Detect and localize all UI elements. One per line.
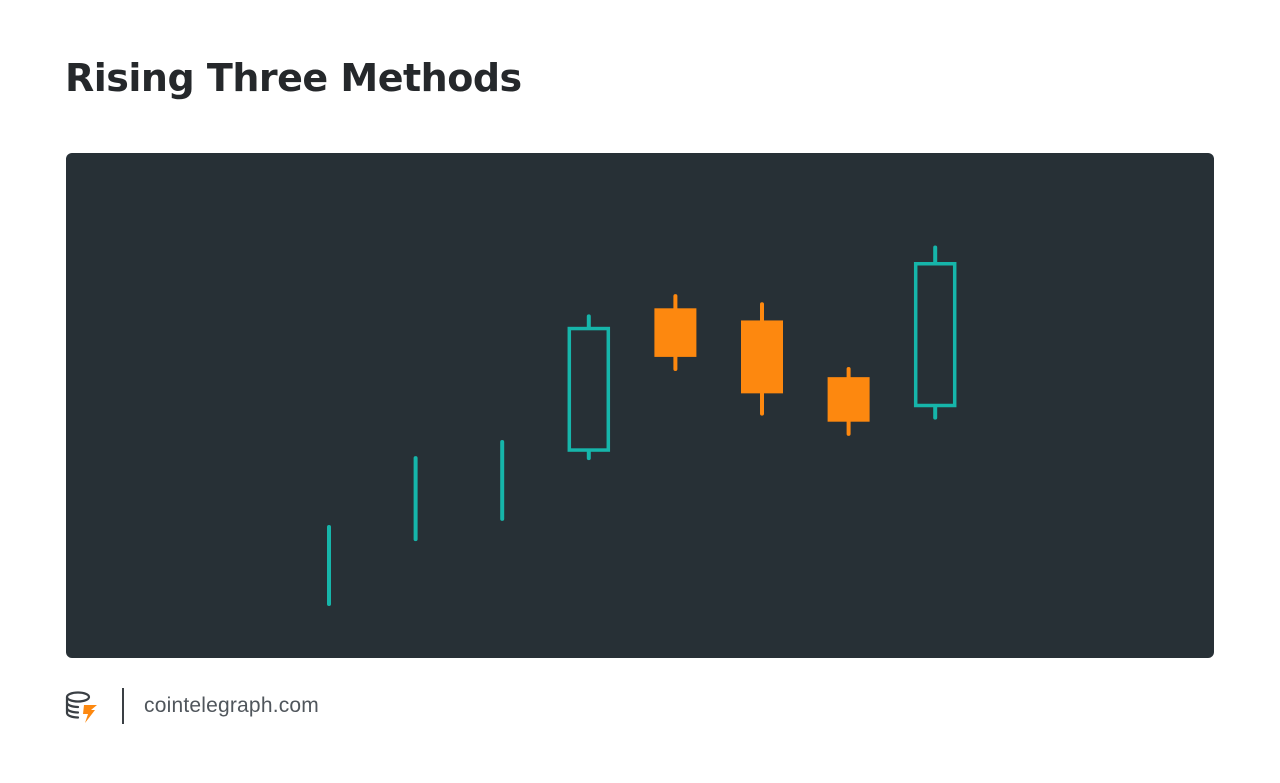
page-title: Rising Three Methods: [65, 56, 522, 100]
footer: cointelegraph.com: [62, 686, 319, 726]
chart-panel: [66, 153, 1214, 658]
candle-body: [567, 326, 611, 452]
candle-5: [654, 294, 697, 372]
candle-body: [654, 308, 697, 357]
candles-layer: [327, 245, 957, 606]
candle-body: [913, 262, 957, 408]
candle-8: [913, 245, 957, 420]
candle-body: [827, 377, 870, 422]
cointelegraph-coin-logo-icon[interactable]: [62, 686, 104, 726]
chart-background: [66, 153, 1214, 658]
candle-4: [567, 314, 611, 461]
candle-body: [741, 320, 783, 394]
footer-divider: [122, 688, 124, 724]
footer-site-link[interactable]: cointelegraph.com: [144, 694, 319, 717]
candlestick-chart: [66, 153, 1214, 658]
candle-7: [827, 367, 870, 436]
candle-6: [741, 302, 783, 416]
